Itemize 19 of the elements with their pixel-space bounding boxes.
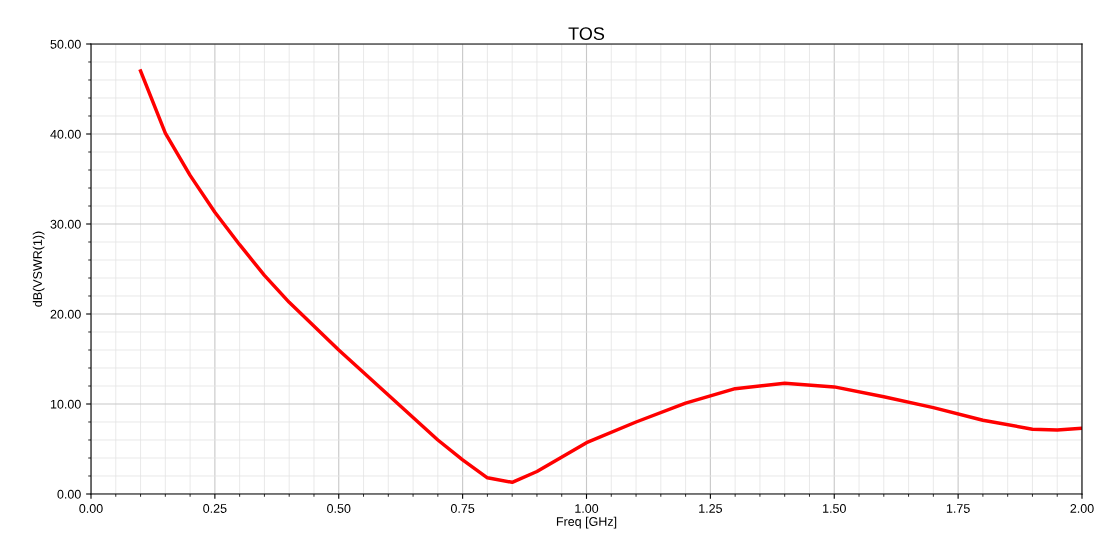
x-tick-label: 1.25 <box>699 504 723 513</box>
x-tick-label: 0.75 <box>450 504 475 513</box>
y-tick-label: 10.00 <box>50 399 81 409</box>
x-tick-label: 1.00 <box>575 504 599 513</box>
x-tick-label: 0.00 <box>79 504 103 513</box>
line-series <box>138 69 1082 485</box>
y-tick-label: 40.00 <box>50 129 81 139</box>
x-tick-label: 0.25 <box>203 504 227 513</box>
x-tick-label: 1.50 <box>823 504 846 513</box>
x-tick-label: 0.50 <box>327 504 351 513</box>
y-tick-label: 50.00 <box>50 39 81 49</box>
y-tick-label: 30.00 <box>50 219 81 229</box>
chart-title: TOS <box>568 27 605 41</box>
y-tick-label: 20.00 <box>50 309 81 319</box>
x-tick-label: 2.00 <box>1070 504 1094 513</box>
x-tick-label: 1.75 <box>946 504 970 513</box>
y-axis-title: dB(VSWR(1)) <box>32 231 45 307</box>
y-tick-label: 0.00 <box>57 489 81 499</box>
x-axis-title: Freq [GHz] <box>556 516 617 529</box>
